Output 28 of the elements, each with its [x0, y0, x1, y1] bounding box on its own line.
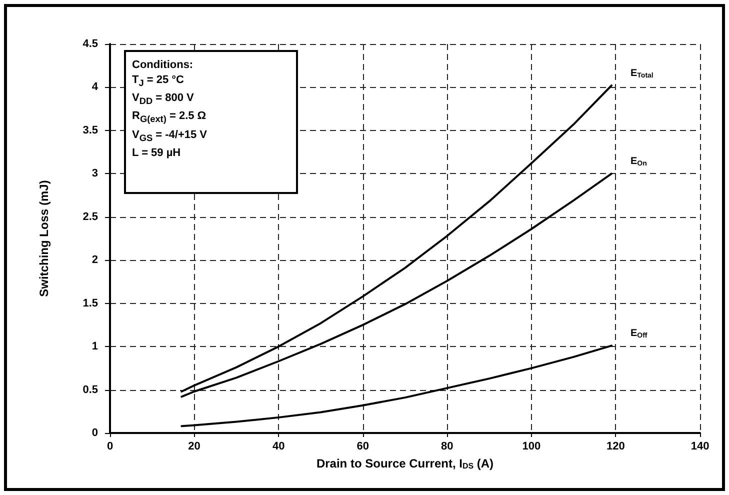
x-axis-title: Drain to Source Current, IDS (A)	[316, 456, 494, 470]
x-tick-label: 100	[522, 440, 541, 452]
x-tick-label: 40	[272, 440, 285, 452]
x-tick-label: 20	[188, 440, 200, 452]
x-tick-label: 80	[441, 440, 454, 452]
x-tick-label: 0	[106, 440, 114, 452]
x-tick-label: 140	[690, 440, 710, 452]
y-tick-label: 1	[92, 340, 98, 353]
y-tick-label: 0	[92, 427, 98, 439]
y-tick-label: 3.5	[82, 124, 98, 136]
annotation: V$_{GS}$ = -4/+15 V	[132, 128, 208, 145]
y-tick-label: 3	[92, 168, 98, 180]
y-tick-label: 0.5	[82, 384, 98, 396]
x-tick-label: 60	[356, 440, 369, 452]
y-tick-label: 4	[92, 81, 99, 94]
annotation: L = 59 µH	[132, 146, 182, 161]
y-tick-label: 4.5	[82, 38, 98, 50]
y-tick-label: 2	[92, 254, 98, 266]
y-axis-title: Switching Loss (mJ)	[37, 180, 51, 297]
y-tick-label: 1.5	[82, 297, 98, 310]
y-tick-label: 2.5	[82, 210, 98, 223]
line-series	[180, 344, 612, 428]
line-series	[180, 172, 612, 398]
annotation: T$_{J}$ = 25 °C	[132, 73, 185, 90]
annotation: R$_{G(ext)}$ = 2.5 Ω	[132, 109, 208, 127]
annotation: Conditions:	[132, 58, 194, 73]
annotation: V$_{DD}$ = 800 V	[132, 91, 195, 108]
x-tick-label: 120	[606, 440, 625, 452]
